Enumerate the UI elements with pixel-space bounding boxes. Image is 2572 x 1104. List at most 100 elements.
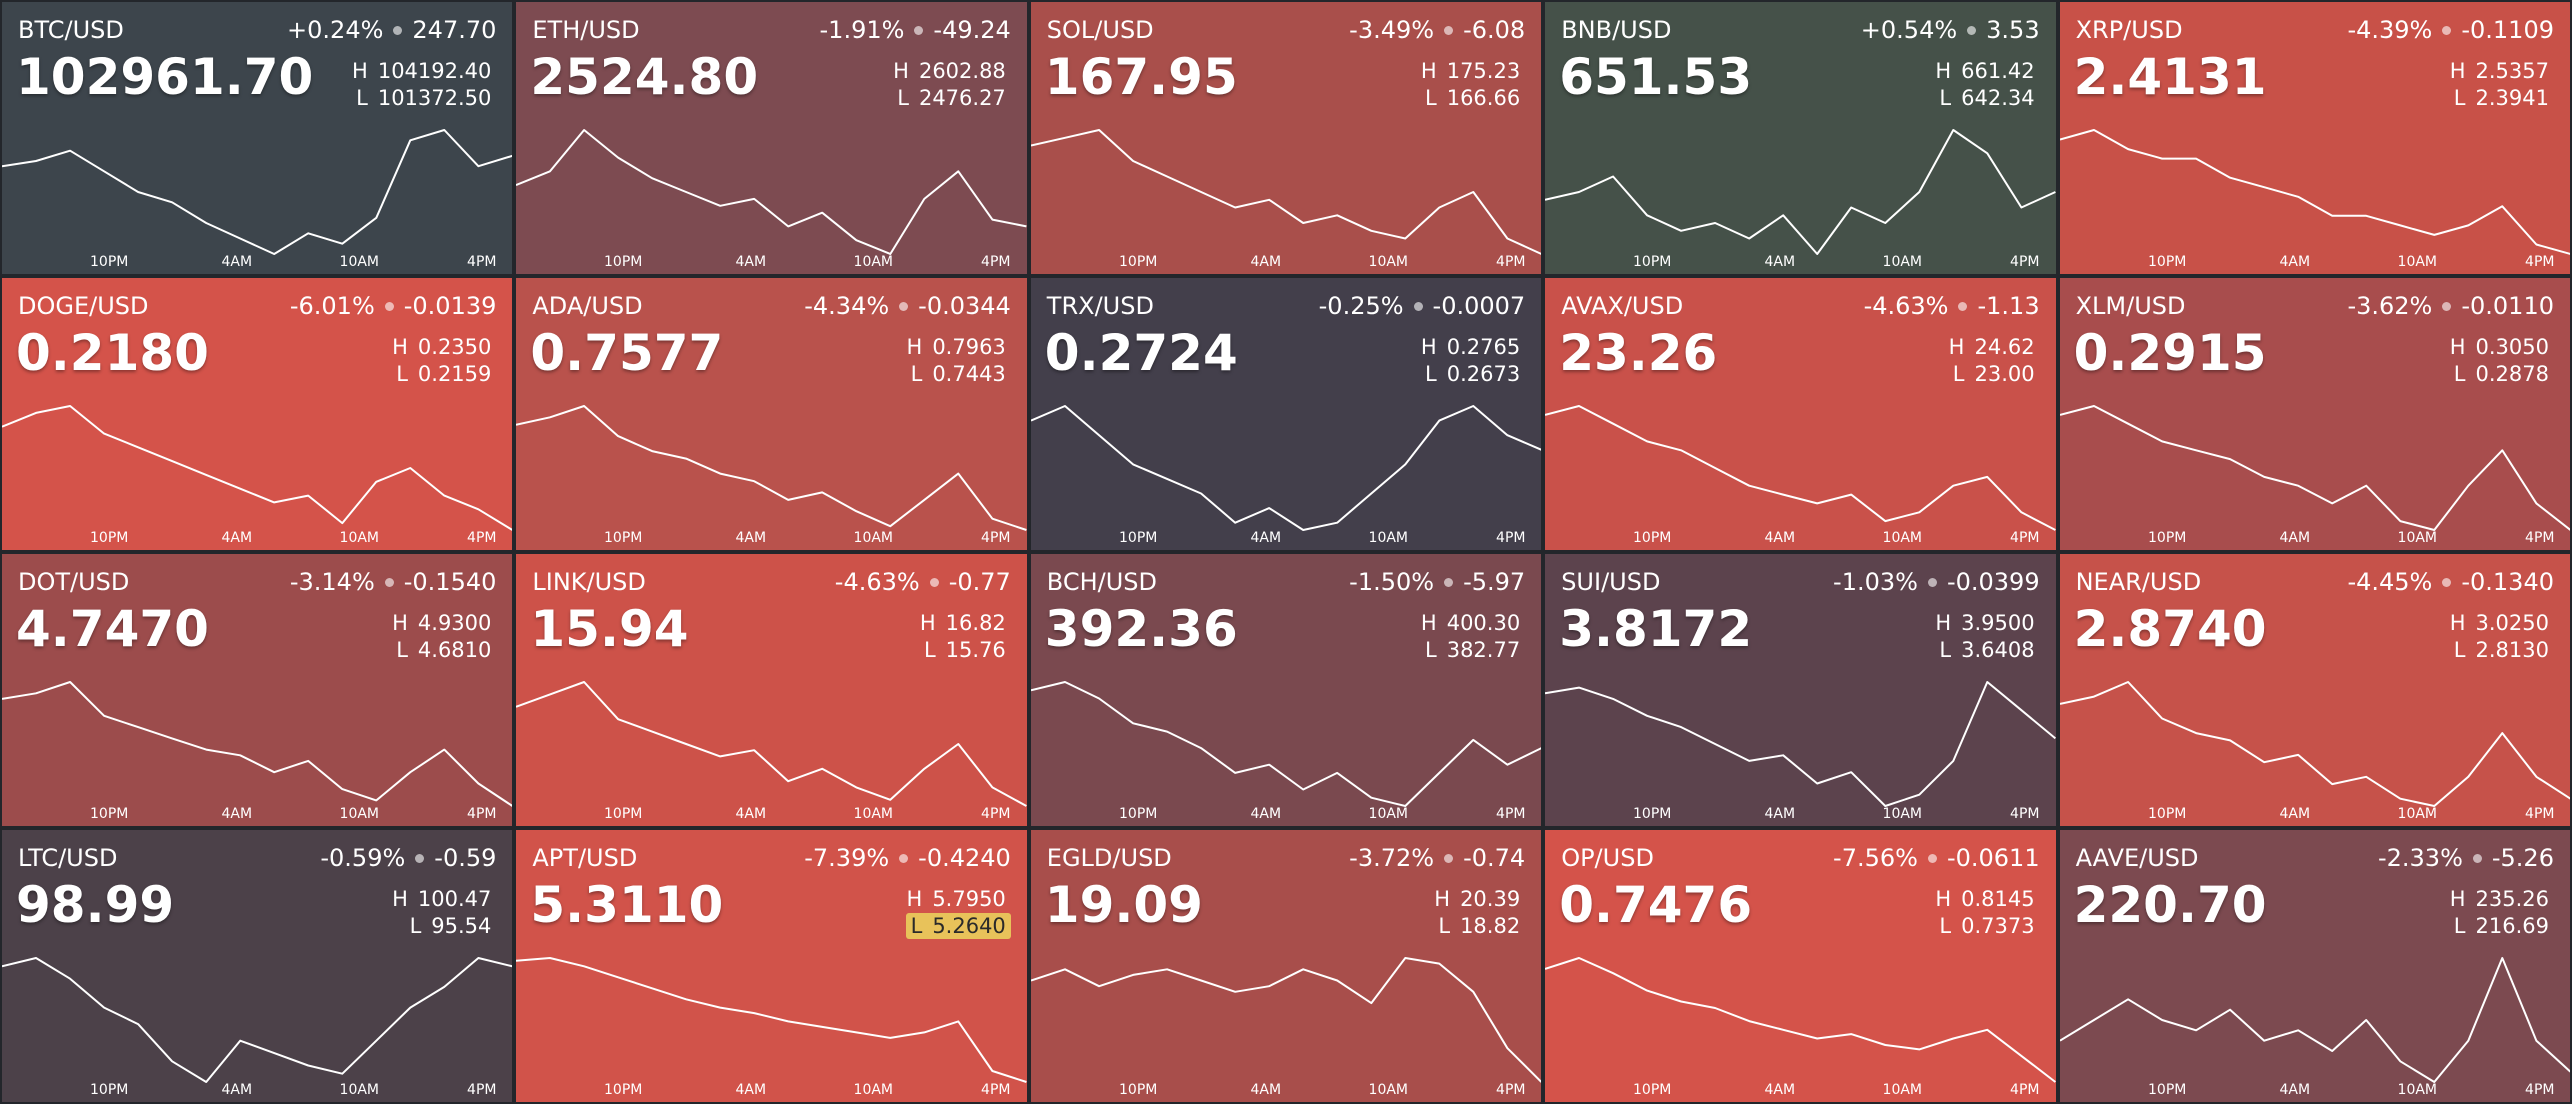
high-value: 100.47	[417, 887, 492, 911]
change: -3.14% -0.1540	[290, 568, 497, 596]
change-percent: -1.91%	[819, 16, 905, 44]
time-tick-label: 10PM	[1119, 254, 1157, 270]
high-label: H	[1948, 335, 1965, 359]
change: -1.50% -5.97	[1349, 568, 1525, 596]
high-value: 0.7963	[932, 335, 1006, 359]
change-amount: -0.1340	[2461, 568, 2554, 596]
change: -0.59% -0.59	[320, 844, 496, 872]
low-value: 18.82	[1460, 914, 1521, 938]
low-value: 166.66	[1446, 86, 1521, 110]
time-tick-label: 4AM	[1250, 530, 1281, 546]
price: 23.26	[1559, 324, 1718, 382]
symbol: SUI/USD	[1561, 568, 1661, 596]
time-tick-label: 4AM	[1765, 254, 1796, 270]
separator-dot	[384, 577, 394, 587]
sparkline-chart: 10PM 4AM 10AM 4PM	[516, 681, 1027, 822]
price: 2.4131	[2073, 48, 2267, 106]
ticker-tile: AVAX/USD -4.63% -1.13 23.26 H 24.62 L 23.00 10PM…	[1545, 278, 2056, 550]
high-value: 2602.88	[918, 59, 1006, 83]
change-amount: -0.74	[1463, 844, 1526, 872]
time-tick-label: 10PM	[1119, 530, 1157, 546]
sparkline-chart: 10PM 4AM 10AM 4PM	[2, 957, 513, 1098]
sparkline	[516, 405, 1027, 531]
sparkline	[1030, 957, 1542, 1083]
time-tick-label: 4AM	[221, 254, 252, 270]
time-tick-label: 4PM	[1496, 254, 1525, 270]
symbol: ADA/USD	[532, 292, 643, 320]
high-label: H	[906, 335, 923, 359]
high-row: H 0.2350	[387, 334, 496, 360]
low-row: L 23.00	[1948, 361, 2040, 387]
time-tick-label: 4PM	[981, 530, 1010, 546]
change-amount: -0.0611	[1946, 844, 2040, 872]
time-tick-label: 10PM	[1633, 530, 1671, 546]
low-label: L	[396, 362, 408, 386]
high-row: H 0.3050	[2445, 334, 2554, 360]
time-tick-label: 10AM	[1368, 806, 1407, 822]
time-tick-label: 10PM	[90, 254, 128, 270]
time-tick-label: 4PM	[2010, 806, 2039, 822]
high-row: H 175.23	[1416, 58, 1525, 84]
time-tick-label: 10AM	[854, 530, 893, 546]
sparkline	[2, 957, 513, 1083]
change: -7.56% -0.0611	[1833, 844, 2040, 872]
separator-dot	[2442, 25, 2452, 35]
price: 220.70	[2073, 876, 2267, 934]
sparkline-chart: 10PM 4AM 10AM 4PM	[516, 405, 1027, 546]
change: -1.03% -0.0399	[1833, 568, 2040, 596]
high-value: 2.5357	[2475, 59, 2549, 83]
symbol: DOT/USD	[18, 568, 130, 596]
symbol: LTC/USD	[18, 844, 118, 872]
change: -6.01% -0.0139	[290, 292, 497, 320]
time-tick-label: 10PM	[604, 530, 642, 546]
low-value: 23.00	[1974, 362, 2035, 386]
symbol: AAVE/USD	[2075, 844, 2199, 872]
time-tick-label: 10AM	[2397, 530, 2436, 546]
time-tick-label: 10AM	[340, 1082, 379, 1098]
change-amount: -0.0399	[1946, 568, 2040, 596]
time-tick-label: 4AM	[1250, 254, 1281, 270]
high-value: 175.23	[1446, 59, 1521, 83]
high-row: H 0.7963	[902, 334, 1011, 360]
sparkline-chart: 10PM 4AM 10AM 4PM	[2059, 681, 2570, 822]
high-row: H 400.30	[1416, 610, 1525, 636]
sparkline-chart: 10PM 4AM 10AM 4PM	[2059, 957, 2570, 1098]
time-tick-label: 4PM	[467, 530, 496, 546]
price: 4.7470	[16, 600, 209, 658]
time-tick-label: 4PM	[981, 806, 1010, 822]
low-row: L 2.3941	[2449, 85, 2554, 111]
low-label: L	[910, 362, 923, 386]
time-tick-label: 4PM	[981, 1082, 1010, 1098]
time-tick-label: 10PM	[2148, 254, 2186, 270]
time-tick-label: 4AM	[221, 530, 252, 546]
time-tick-label: 4AM	[221, 1082, 252, 1098]
ticker-tile: TRX/USD -0.25% -0.0007 0.2724 H 0.2765 L 0.2673…	[1030, 278, 1542, 550]
change-amount: -49.24	[933, 16, 1011, 44]
change: -1.91% -49.24	[820, 16, 1011, 44]
high-row: H 16.82	[915, 610, 1011, 636]
high-label: H	[2449, 611, 2466, 635]
low-value: 0.7443	[932, 362, 1006, 386]
ticker-tile: DOT/USD -3.14% -0.1540 4.7470 H 4.9300 L 4.6810…	[2, 554, 513, 826]
low-value: 4.6810	[417, 638, 492, 662]
time-tick-label: 10AM	[854, 1082, 893, 1098]
high-label: H	[893, 59, 909, 83]
time-tick-label: 10AM	[2397, 806, 2436, 822]
time-tick-label: 4AM	[1765, 806, 1796, 822]
change-percent: -2.33%	[2377, 844, 2463, 872]
sparkline-chart: 10PM 4AM 10AM 4PM	[1545, 129, 2056, 270]
price: 2.8740	[2073, 600, 2267, 658]
price: 392.36	[1044, 600, 1238, 658]
sparkline-chart: 10PM 4AM 10AM 4PM	[1030, 957, 1542, 1098]
sparkline	[2059, 405, 2570, 531]
low-row: L 4.6810	[391, 637, 496, 663]
change-amount: -1.13	[1977, 292, 2040, 320]
high-row: H 100.47	[387, 886, 496, 912]
change-percent: -0.59%	[320, 844, 406, 872]
price: 0.7577	[530, 324, 724, 382]
low-value: 2.3941	[2475, 86, 2549, 110]
low-value: 2476.27	[918, 86, 1006, 110]
time-tick-label: 4PM	[2525, 1082, 2554, 1098]
time-tick-label: 4PM	[1496, 530, 1525, 546]
time-tick-label: 10PM	[90, 806, 128, 822]
